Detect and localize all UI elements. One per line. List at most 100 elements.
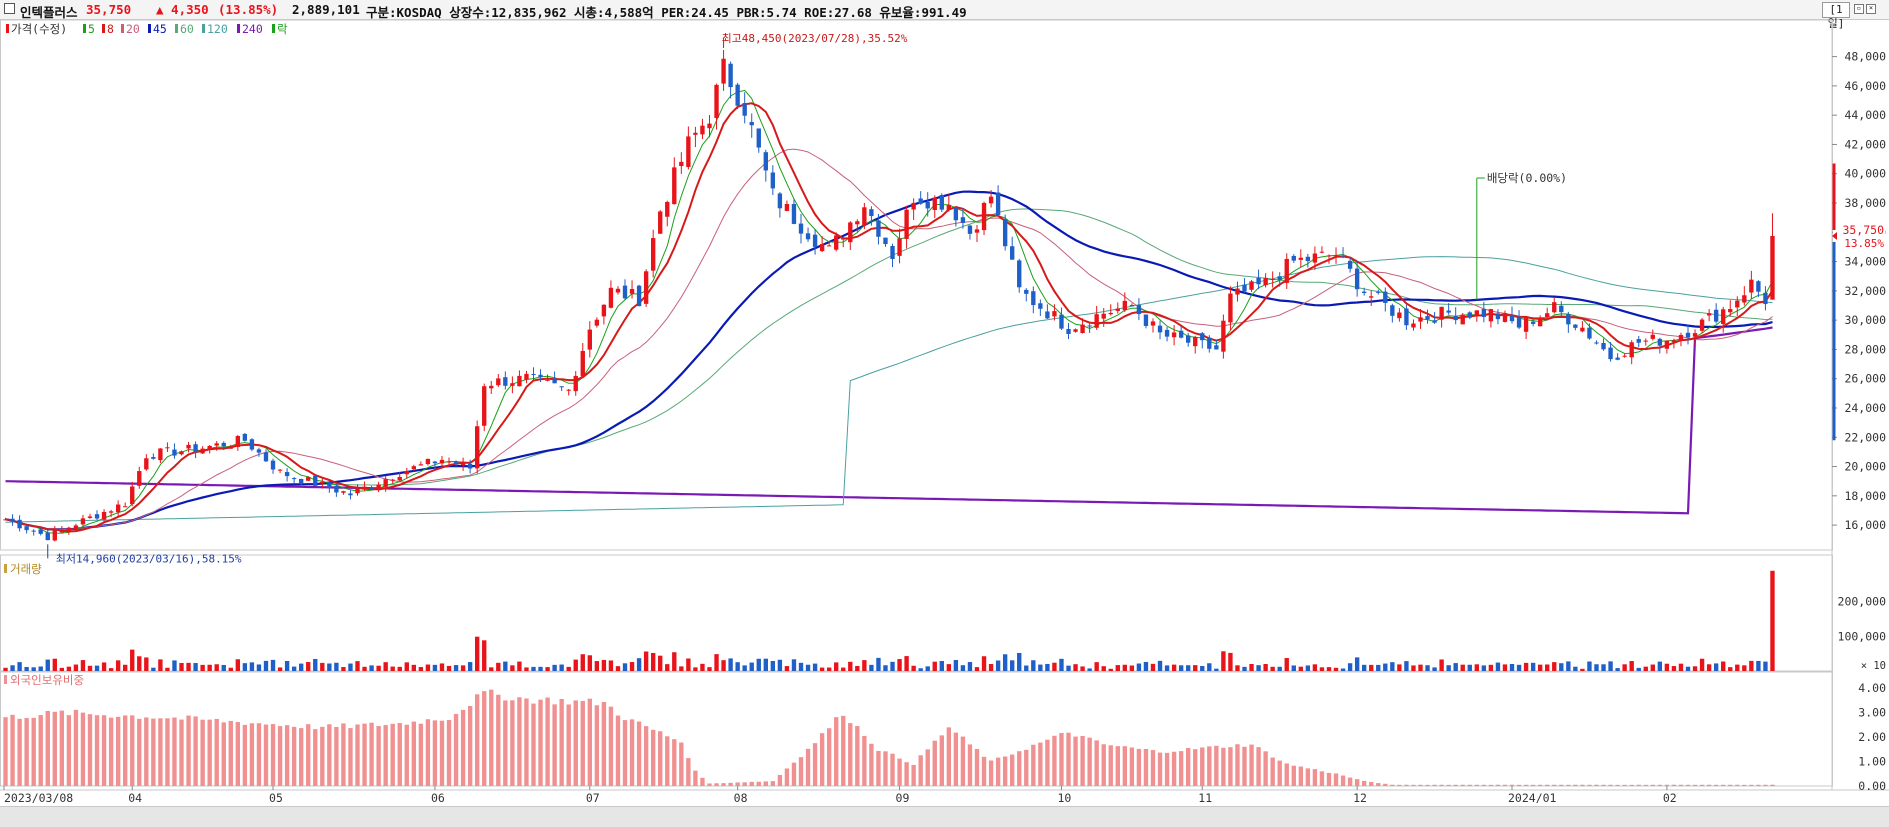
volume-bar bbox=[538, 666, 543, 671]
volume-bar bbox=[383, 662, 388, 671]
candle-body bbox=[791, 204, 797, 224]
candle-body bbox=[1721, 309, 1726, 324]
volume-bar bbox=[1002, 654, 1008, 671]
volume-tick-label: 200,000 bbox=[1838, 595, 1887, 609]
foreign-bar bbox=[1087, 737, 1092, 786]
ma240-line bbox=[5, 326, 1773, 515]
foreign-bar bbox=[707, 783, 712, 786]
foreign-bar bbox=[1685, 784, 1691, 786]
volume-bar bbox=[1122, 664, 1128, 671]
candle-body bbox=[834, 235, 839, 250]
foreign-bar bbox=[390, 723, 395, 786]
candle-body bbox=[1728, 309, 1733, 313]
candle-body bbox=[439, 459, 445, 464]
volume-bar bbox=[1361, 664, 1367, 671]
candle-body bbox=[59, 529, 65, 533]
volume-bar bbox=[608, 660, 614, 671]
candle-body bbox=[1657, 338, 1663, 346]
volume-bar bbox=[855, 665, 860, 671]
ma8-line bbox=[5, 102, 1774, 533]
price-tick-label: 16,000 bbox=[1844, 518, 1886, 532]
foreign-bar bbox=[306, 724, 311, 786]
foreign-bar bbox=[770, 781, 776, 786]
candle-body bbox=[38, 529, 43, 534]
volume-bar bbox=[1143, 661, 1149, 671]
foreign-bar bbox=[1488, 784, 1494, 786]
volume-bar bbox=[1193, 665, 1198, 671]
volume-bar bbox=[467, 662, 473, 671]
restore-icon[interactable]: ▫ bbox=[1854, 4, 1864, 14]
legend-swatch bbox=[202, 24, 205, 33]
volume-bar bbox=[1439, 659, 1444, 671]
candle-body bbox=[932, 197, 937, 210]
foreign-bar bbox=[1045, 739, 1050, 786]
date-tick-label: 09 bbox=[896, 791, 910, 805]
foreign-bar bbox=[819, 733, 825, 786]
foreign-bar bbox=[1580, 784, 1585, 786]
foreign-bar bbox=[953, 732, 959, 786]
volume-bar bbox=[1186, 665, 1191, 671]
volume-bar bbox=[1263, 664, 1268, 671]
foreign-bar bbox=[700, 777, 705, 786]
volume-bar bbox=[1671, 666, 1677, 671]
foreign-bar bbox=[629, 719, 635, 786]
foreign-bar bbox=[503, 700, 508, 786]
volume-bar bbox=[1157, 660, 1163, 671]
footer-scrollbar[interactable] bbox=[0, 806, 1889, 827]
candle-body bbox=[1059, 314, 1064, 329]
candle-body bbox=[1622, 355, 1627, 357]
volume-bar bbox=[1481, 665, 1487, 671]
foreign-bar bbox=[1559, 784, 1564, 786]
candle-body bbox=[80, 518, 86, 525]
foreign-bar bbox=[1256, 747, 1261, 786]
candle-body bbox=[1636, 339, 1641, 343]
volume-bar bbox=[284, 660, 290, 671]
foreign-bar bbox=[1453, 784, 1458, 786]
candle-body bbox=[1418, 317, 1423, 322]
candle-body bbox=[1038, 303, 1043, 309]
volume-bar bbox=[1685, 666, 1691, 671]
foreign-bar bbox=[517, 697, 522, 786]
candle-body bbox=[883, 237, 888, 245]
foreign-bar bbox=[474, 694, 480, 786]
candle-body bbox=[249, 439, 255, 450]
volume-bar bbox=[1242, 666, 1247, 671]
volume-bar bbox=[1010, 660, 1015, 671]
high-annotation: 최고48,450(2023/07/28),35.52% bbox=[722, 32, 908, 45]
foreign-bar bbox=[496, 694, 501, 786]
candle-body bbox=[1157, 325, 1163, 333]
foreign-bar bbox=[756, 781, 761, 786]
volume-bar bbox=[1425, 665, 1430, 671]
volume-bar bbox=[869, 664, 874, 671]
candle-body bbox=[31, 530, 36, 532]
select-checkbox[interactable] bbox=[4, 3, 15, 14]
foreign-bar bbox=[94, 715, 100, 786]
volume-bar bbox=[270, 659, 276, 671]
volume-bar bbox=[165, 667, 170, 671]
price-tick-label: 40,000 bbox=[1844, 167, 1886, 181]
candle-body bbox=[1601, 342, 1606, 350]
volume-bar bbox=[1622, 664, 1627, 671]
foreign-bar bbox=[1587, 784, 1592, 786]
candle-body bbox=[1713, 309, 1719, 322]
candle-body bbox=[897, 238, 902, 256]
legend-label: 가격(수정) bbox=[11, 22, 67, 36]
candle-body bbox=[334, 486, 339, 493]
candle-body bbox=[1136, 305, 1142, 315]
close-icon[interactable]: × bbox=[1866, 4, 1876, 14]
period-selector[interactable]: [1일] bbox=[1822, 2, 1850, 30]
price-tick-label: 34,000 bbox=[1844, 255, 1886, 269]
candle-body bbox=[291, 478, 297, 480]
candle-body bbox=[1249, 281, 1254, 290]
foreign-bar bbox=[1171, 751, 1177, 786]
volume-bar bbox=[545, 667, 550, 671]
foreign-bar bbox=[52, 711, 57, 786]
volume-bar bbox=[1629, 661, 1634, 671]
candle-body bbox=[151, 457, 156, 459]
price-change-pct: (13.85%) bbox=[218, 2, 279, 17]
candle-body bbox=[1587, 327, 1592, 339]
foreign-bar bbox=[721, 783, 726, 786]
last-price-tag: 35,750 bbox=[1842, 223, 1884, 237]
volume-bar bbox=[489, 667, 494, 671]
volume-bar bbox=[1432, 667, 1437, 671]
